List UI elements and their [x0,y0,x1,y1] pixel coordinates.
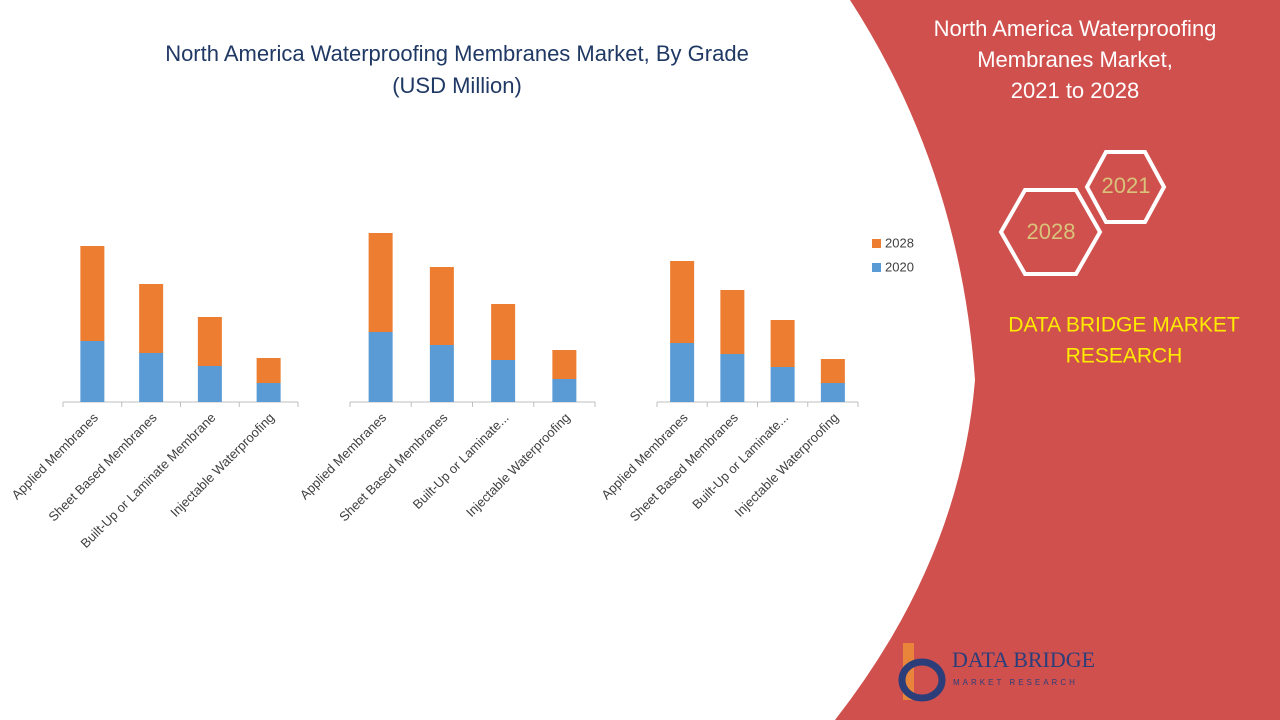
bar-segment [670,261,695,343]
hexagon [1084,150,1167,224]
bar-segment [820,383,845,402]
bar-segment [429,267,454,345]
x-tick-label: Built-Up or Laminate... [689,410,791,512]
bar-segment [491,360,516,402]
hexagon [998,188,1103,276]
bar-segment [429,345,454,402]
panel-title: Membranes Market, [977,47,1173,72]
chart-title: (USD Million) [392,73,522,98]
bar-segment [256,383,281,402]
bar-segment [770,320,795,367]
bar-segment [720,290,745,354]
brand-text: RESEARCH [1066,345,1183,368]
brand-text: DATA BRIDGE MARKET [1008,314,1240,337]
legend-swatch [872,239,881,248]
bar-segment [197,317,222,366]
bar-segment [820,359,845,383]
bar-segment [80,246,105,341]
bar-segment [552,350,577,379]
legend-label: 2020 [885,259,914,274]
panel-title: 2021 to 2028 [1011,78,1139,103]
logo-mark [898,658,946,702]
bar-segment [491,304,516,360]
logo-subtext: MARKET RESEARCH [953,678,1078,687]
x-tick-label: Injectable Waterproofing [167,410,277,520]
bar-segment [139,284,164,353]
bar-segment [139,353,164,402]
bar-segment [720,354,745,402]
x-tick-label: Applied Membranes [598,410,691,503]
side-panel [835,0,1280,720]
bar-segment [197,366,222,402]
bar-segment [552,379,577,402]
x-tick-label: Sheet Based Membranes [45,410,160,525]
bar-segment [770,367,795,402]
chart-title: North America Waterproofing Membranes Ma… [165,41,749,66]
bar-segment [670,343,695,402]
x-tick-label: Injectable Waterproofing [463,410,573,520]
x-tick-label: Injectable Waterproofing [732,410,842,520]
legend-swatch [872,263,881,272]
hexagon-label: 2021 [1102,173,1151,198]
legend-label: 2028 [885,235,914,250]
bar-segment [368,233,393,332]
bar-segment [256,358,281,383]
panel-title: North America Waterproofing [934,16,1217,41]
bar-segment [80,341,105,402]
bar-segment [368,332,393,402]
logo-text: DATA BRIDGE [952,647,1095,672]
x-tick-label: Sheet Based Membranes [336,410,451,525]
hexagon-label: 2028 [1027,219,1076,244]
